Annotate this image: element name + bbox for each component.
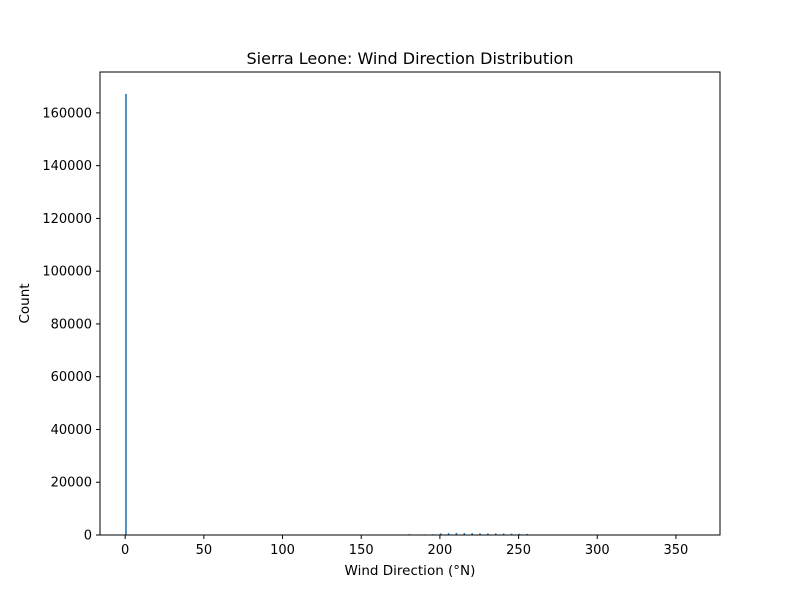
y-tick-label: 80000 — [51, 317, 92, 332]
y-axis-ticks: 0 20000 40000 60000 80000 100000 120000 140000 1… — [42, 106, 100, 544]
x-tick-label: 0 — [121, 543, 129, 558]
x-axis-label: Wind Direction (°N) — [345, 563, 476, 579]
y-tick-label: 100000 — [42, 265, 92, 280]
x-tick-label: 200 — [427, 543, 452, 558]
histogram-bar — [447, 533, 450, 535]
x-tick-label: 350 — [664, 543, 689, 558]
histogram-bar — [439, 533, 442, 535]
histogram-bar — [518, 533, 521, 535]
plot-frame — [99, 71, 721, 536]
y-tick-label: 140000 — [42, 159, 92, 174]
histogram-bar — [463, 533, 466, 535]
chart-title: Sierra Leone: Wind Direction Distributio… — [247, 49, 574, 68]
y-tick-label: 0 — [84, 529, 92, 544]
histogram-bar — [526, 533, 529, 535]
bars-group — [125, 93, 678, 536]
histogram-bar — [455, 532, 458, 535]
histogram-bar — [471, 533, 473, 535]
histogram-bar — [487, 533, 489, 535]
x-tick-label: 150 — [349, 543, 374, 558]
histogram-bar — [479, 533, 481, 535]
x-tick-label: 300 — [585, 543, 610, 558]
y-tick-label: 40000 — [51, 423, 92, 438]
y-tick-label: 160000 — [42, 106, 92, 121]
y-tick-label: 60000 — [51, 370, 92, 385]
y-tick-label: 20000 — [51, 476, 92, 491]
x-tick-label: 100 — [270, 543, 295, 558]
histogram-bar — [494, 533, 497, 535]
x-axis-ticks: 0 50 100 150 200 250 300 350 — [121, 535, 688, 558]
x-tick-label: 250 — [506, 543, 531, 558]
y-axis-label: Count — [17, 283, 33, 323]
y-tick-label: 120000 — [42, 212, 92, 227]
x-tick-label: 50 — [196, 543, 213, 558]
histogram-bar — [502, 533, 505, 535]
histogram-bar — [125, 93, 127, 536]
histogram-bar — [510, 533, 513, 535]
